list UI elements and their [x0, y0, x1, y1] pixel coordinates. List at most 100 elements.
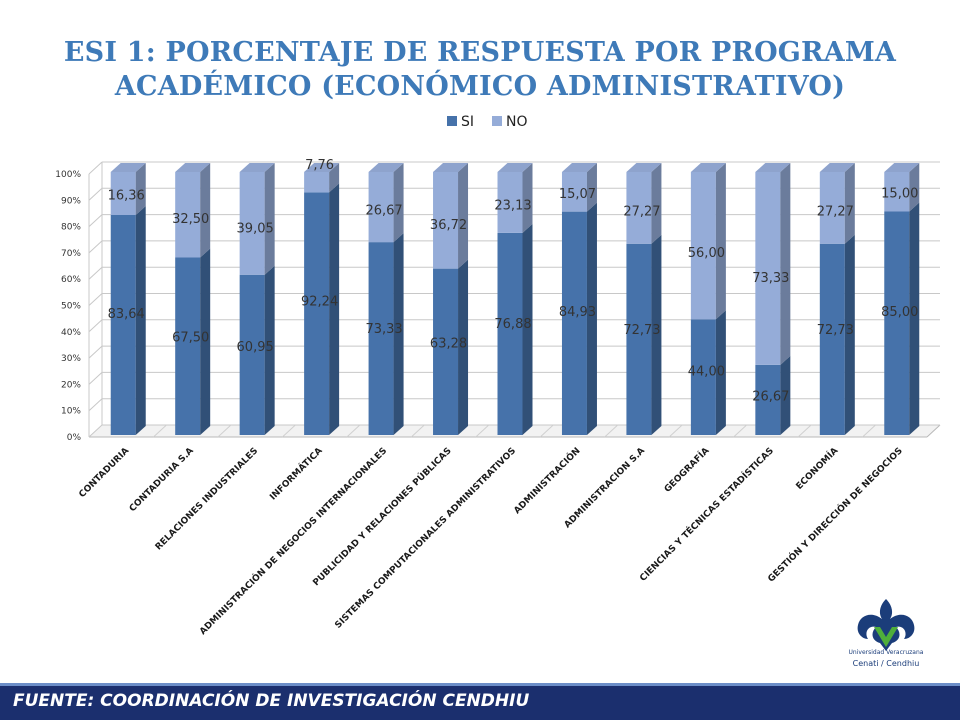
bar-si-side	[651, 234, 662, 435]
bar-si-side	[909, 202, 920, 435]
gridline-side	[88, 214, 103, 227]
data-label-si: 60,95	[237, 340, 274, 355]
data-label-si: 44,00	[688, 364, 725, 379]
bar-no-side	[909, 163, 920, 212]
bar-no	[819, 172, 845, 244]
footer-source-text: FUENTE: COORDINACIÓN DE INVESTIGACIÓN CE…	[13, 691, 530, 711]
category-label: ADMINISTRACIÓN	[511, 445, 583, 517]
bar-si	[368, 242, 394, 435]
bar-no-side	[458, 163, 469, 269]
bar-si-side	[329, 183, 340, 435]
data-label-no: 7,76	[305, 158, 334, 173]
category-separator	[539, 424, 554, 438]
category-label: GESTIÓN Y DIRECCIÓN DE NEGOCIOS	[765, 445, 905, 585]
data-label-si: 76,88	[494, 317, 531, 332]
title-line-1: ESI 1: PORCENTAJE DE RESPUESTA POR PROGR…	[63, 37, 897, 68]
y-tick-label: 70%	[61, 249, 81, 259]
category-separator	[668, 424, 683, 438]
y-tick-label: 90%	[61, 196, 81, 206]
data-label-si: 26,67	[752, 389, 789, 404]
data-label-si: 85,00	[881, 305, 918, 320]
bar-si-side	[135, 206, 146, 435]
gridline-side	[88, 240, 103, 254]
bar-si	[239, 274, 265, 435]
data-label-si: 67,50	[172, 330, 209, 345]
category-separator	[862, 424, 876, 438]
university-logo-icon	[857, 599, 915, 651]
bar-top	[304, 163, 340, 172]
legend-label-si: SI	[461, 114, 474, 130]
category-separator	[475, 424, 490, 438]
bar-no-side	[329, 163, 340, 193]
y-tick-label: 0%	[67, 433, 82, 443]
bar-si-side	[844, 234, 855, 435]
bar-top	[175, 163, 211, 172]
category-separator	[153, 424, 167, 438]
gridline-side	[88, 161, 103, 175]
bar-no-side	[522, 163, 533, 233]
bar-si-side	[264, 265, 275, 435]
data-label-si: 92,24	[301, 295, 338, 310]
bar-no-side	[715, 163, 726, 320]
bar-si	[690, 319, 716, 435]
data-label-no: 16,36	[108, 189, 145, 204]
logo-university-name: Universidad Veracruzana	[848, 649, 924, 656]
gridline-side	[88, 187, 103, 201]
category-separator	[217, 424, 232, 438]
y-tick-label: 60%	[61, 275, 81, 285]
bar-si	[175, 257, 201, 435]
bar-si-side	[586, 202, 597, 435]
bar-top	[819, 163, 855, 172]
bar-si-side	[780, 355, 791, 435]
data-label-no: 73,33	[752, 271, 789, 286]
footer-bar: FUENTE: COORDINACIÓN DE INVESTIGACIÓN CE…	[0, 683, 960, 720]
bar-no-side	[780, 163, 791, 365]
bar-si	[304, 192, 330, 435]
category-label: CONTADURIA S.A	[128, 446, 196, 514]
category-label: CIENCIAS Y TÉCNICAS ESTADÍSTICAS	[637, 445, 776, 584]
y-tick-label: 80%	[61, 223, 81, 233]
gridline-side	[88, 398, 103, 412]
bar-si-side	[393, 233, 404, 435]
bar-no-side	[393, 163, 404, 243]
legend-swatch-si	[447, 116, 457, 126]
category-separator	[797, 424, 812, 438]
y-tick-label: 100%	[55, 170, 81, 180]
bar-top	[626, 163, 662, 172]
bar-si-side	[458, 259, 469, 435]
y-tick-label: 40%	[61, 328, 81, 338]
bar-top	[884, 163, 920, 172]
data-label-si: 84,93	[559, 305, 596, 320]
data-label-si: 73,33	[365, 322, 402, 337]
bar-top	[561, 163, 597, 172]
category-label: GEOGRAFÍA	[661, 445, 711, 495]
category-separator	[282, 424, 296, 438]
bar-si	[626, 243, 652, 435]
category-separator	[733, 424, 747, 438]
gridline-side	[88, 424, 103, 438]
data-label-no: 27,27	[817, 204, 854, 219]
bar-no-side	[844, 163, 855, 244]
y-tick-label: 30%	[61, 354, 81, 364]
title-line-2: ACADÉMICO (ECONÓMICO ADMINISTRATIVO)	[114, 71, 846, 102]
data-label-no: 39,05	[237, 221, 274, 236]
y-tick-label: 10%	[61, 407, 81, 417]
bar-si-side	[522, 223, 533, 435]
bar-no	[690, 172, 716, 320]
bar-si	[433, 268, 459, 435]
data-label-no: 23,13	[494, 198, 531, 213]
category-separator	[604, 424, 619, 438]
bar-top	[755, 163, 791, 172]
bar-no	[175, 172, 201, 258]
bar-no	[755, 172, 781, 365]
bar-no-side	[651, 163, 662, 244]
category-separator	[410, 424, 425, 438]
bar-si	[497, 232, 523, 435]
data-label-si: 72,73	[623, 323, 660, 338]
bar-top	[368, 163, 404, 172]
y-tick-label: 20%	[61, 380, 81, 390]
bar-si	[755, 364, 781, 435]
bar-top	[497, 163, 533, 172]
bar-no-side	[135, 163, 146, 216]
chart-title: ESI 1: PORCENTAJE DE RESPUESTA POR PROGR…	[0, 36, 960, 104]
